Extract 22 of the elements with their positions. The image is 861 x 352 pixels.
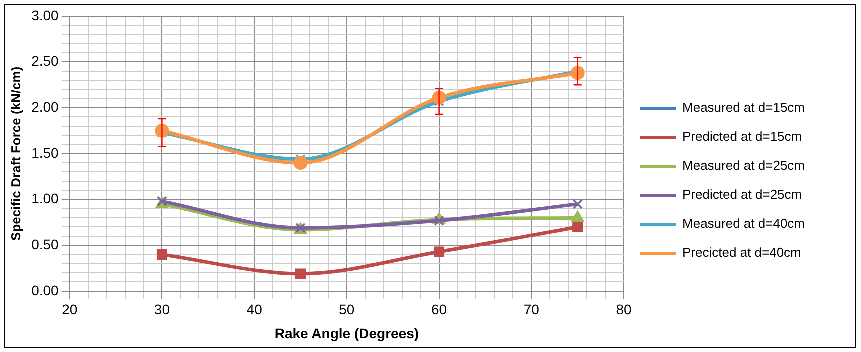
y-tick-label: 3.00 xyxy=(32,7,60,24)
legend-label: Measured at d=25cm xyxy=(682,158,805,174)
x-tick-label: 50 xyxy=(339,302,355,318)
x-tick-label: 30 xyxy=(154,302,170,318)
y-tick-label: 2.50 xyxy=(32,53,60,70)
x-tick-label: 80 xyxy=(616,302,632,318)
y-tick-label: 0.50 xyxy=(32,236,60,252)
y-tick-label: 2.00 xyxy=(32,98,60,115)
y-tick-label: 1.00 xyxy=(32,190,60,207)
legend-label: Measured at d=15cm xyxy=(682,100,805,116)
x-axis-title: Rake Angle (Degrees) xyxy=(274,325,420,342)
legend-label: Precicted at d=40cm xyxy=(682,245,802,260)
x-tick-label: 70 xyxy=(524,302,540,318)
x-tick-label: 40 xyxy=(246,302,263,318)
x-tick-label: 60 xyxy=(432,302,448,318)
y-tick-label: 0.00 xyxy=(32,282,60,298)
y-axis-title: Specific Draft Force (kN/cm) xyxy=(8,66,24,241)
legend-label: Measured at d=40cm xyxy=(682,216,805,232)
x-tick-label: 20 xyxy=(62,302,78,318)
legend-label: Predicted at d=15cm xyxy=(682,129,802,144)
legend-label: Predicted at d=25cm xyxy=(682,187,802,202)
y-tick-label: 1.50 xyxy=(32,144,60,161)
